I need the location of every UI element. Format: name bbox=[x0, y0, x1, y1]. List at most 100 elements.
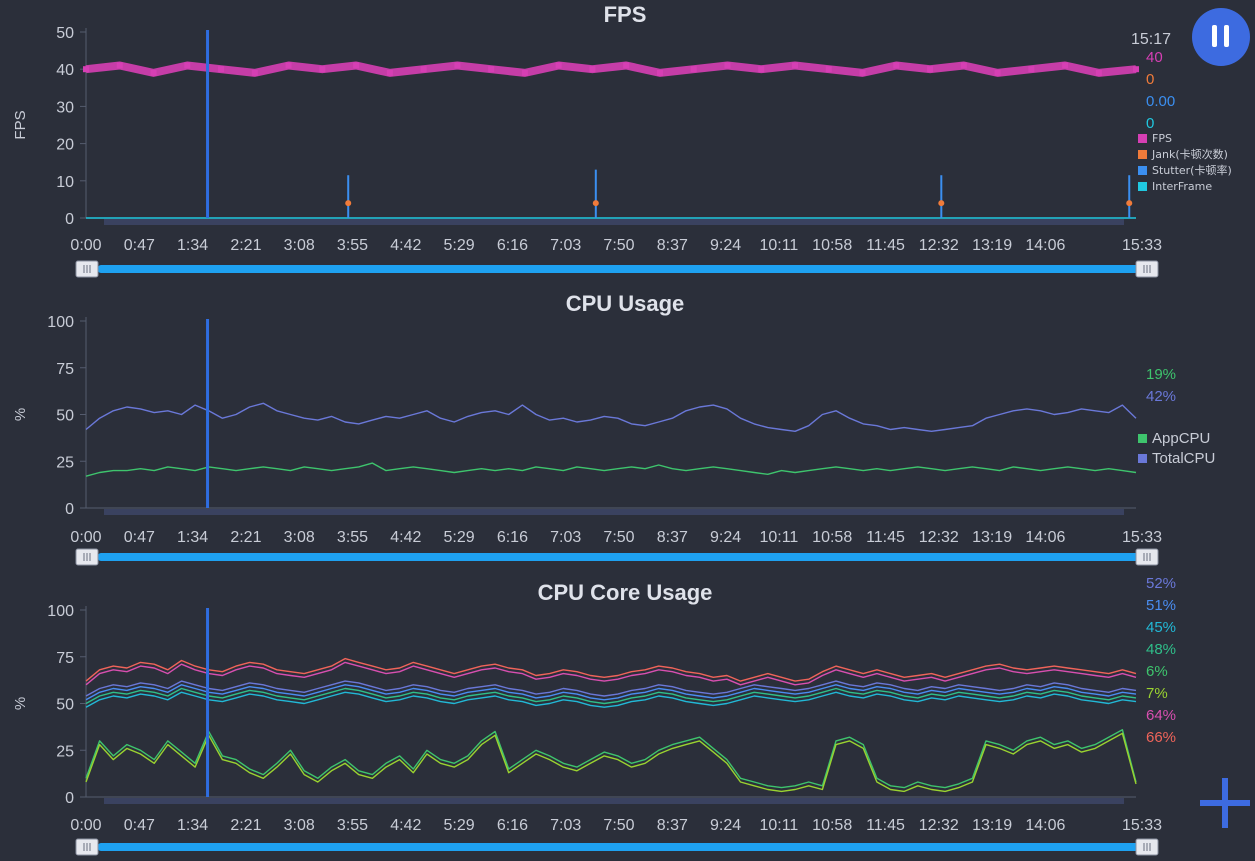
x-tick-label: 0:00 bbox=[70, 529, 101, 546]
x-tick-label: 15:33 bbox=[1122, 817, 1162, 834]
series-current-value: 7% bbox=[1146, 685, 1168, 702]
series-current-value: 42% bbox=[1146, 388, 1176, 405]
x-tick-label: 10:58 bbox=[812, 817, 852, 834]
slider-handle-right[interactable] bbox=[1135, 260, 1159, 278]
x-tick-label: 10:11 bbox=[759, 529, 798, 546]
x-tick-label: 6:16 bbox=[497, 529, 528, 546]
x-tick-label: 5:29 bbox=[444, 529, 475, 546]
y-tick-label: 100 bbox=[47, 314, 74, 331]
data-point bbox=[251, 69, 258, 76]
x-tick-label: 9:24 bbox=[710, 817, 741, 834]
series-line-core-2 bbox=[85, 684, 1137, 701]
x-tick-label: 11:45 bbox=[866, 529, 905, 546]
x-tick-label: 8:37 bbox=[657, 529, 688, 546]
legend-label: Stutter(卡顿率) bbox=[1152, 163, 1232, 177]
data-point bbox=[927, 66, 934, 73]
x-tick-label: 4:42 bbox=[390, 817, 421, 834]
chart-panel-3: CPU Core Usage% 0 25 50 75 100 0:00 0:47 1:34 2:2… bbox=[12, 575, 1176, 856]
x-tick-label: 3:08 bbox=[284, 817, 315, 834]
add-button[interactable] bbox=[1198, 776, 1252, 830]
x-tick-label: 0:00 bbox=[70, 237, 101, 254]
y-tick-label: 25 bbox=[56, 454, 74, 471]
x-tick-label: 15:33 bbox=[1122, 529, 1162, 546]
data-point bbox=[150, 69, 157, 76]
y-tick-label: 75 bbox=[56, 650, 74, 667]
legend-label: AppCPU bbox=[1152, 430, 1210, 447]
x-tick-label: 2:21 bbox=[230, 237, 261, 254]
data-point bbox=[960, 62, 967, 69]
series-current-value: 52% bbox=[1146, 575, 1176, 592]
y-axis-label: % bbox=[12, 697, 29, 710]
slider-handle-left[interactable] bbox=[75, 838, 99, 856]
data-point bbox=[454, 62, 461, 69]
x-tick-label: 12:32 bbox=[919, 529, 959, 546]
x-tick-label: 9:24 bbox=[710, 529, 741, 546]
series-line-FPS bbox=[85, 61, 1137, 77]
y-tick-label: 100 bbox=[47, 603, 74, 620]
y-tick-label: 50 bbox=[56, 408, 74, 425]
x-tick-label: 13:19 bbox=[972, 237, 1012, 254]
data-point bbox=[521, 69, 528, 76]
time-range-slider[interactable] bbox=[98, 265, 1152, 273]
x-tick-label: 7:50 bbox=[603, 817, 634, 834]
legend-swatch bbox=[1138, 150, 1147, 159]
legend-label: FPS bbox=[1152, 132, 1172, 145]
x-axis-band bbox=[104, 509, 1124, 515]
slider-handle-left[interactable] bbox=[75, 548, 99, 566]
x-tick-label: 4:42 bbox=[390, 237, 421, 254]
data-point bbox=[724, 62, 731, 69]
slider-handle-left[interactable] bbox=[75, 260, 99, 278]
slider-handle-right[interactable] bbox=[1135, 838, 1159, 856]
chart-title: FPS bbox=[604, 2, 647, 27]
legend-label: Jank(卡顿次数) bbox=[1151, 147, 1228, 161]
y-tick-label: 0 bbox=[65, 211, 74, 228]
x-tick-label: 7:03 bbox=[550, 529, 581, 546]
time-range-slider[interactable] bbox=[98, 843, 1152, 851]
x-tick-label: 1:34 bbox=[177, 237, 208, 254]
x-tick-label: 13:19 bbox=[972, 529, 1012, 546]
data-point bbox=[83, 66, 89, 73]
pause-button[interactable] bbox=[1192, 8, 1250, 66]
x-tick-label: 2:21 bbox=[230, 529, 261, 546]
series-current-value: 48% bbox=[1146, 641, 1176, 658]
data-point bbox=[555, 62, 562, 69]
legend-swatch bbox=[1138, 454, 1147, 463]
data-point bbox=[488, 66, 495, 73]
x-tick-label: 11:45 bbox=[866, 817, 905, 834]
series-line-core-4 bbox=[85, 687, 1137, 705]
x-tick-label: 6:16 bbox=[497, 237, 528, 254]
x-tick-label: 10:58 bbox=[812, 237, 852, 254]
y-axis-label: FPS bbox=[12, 110, 29, 139]
x-tick-label: 6:16 bbox=[497, 817, 528, 834]
time-range-slider[interactable] bbox=[98, 553, 1152, 561]
x-tick-label: 12:32 bbox=[919, 237, 959, 254]
slider-handle-right[interactable] bbox=[1135, 548, 1159, 566]
x-tick-label: 3:55 bbox=[337, 237, 368, 254]
series-line-core-1 bbox=[85, 680, 1137, 697]
x-tick-label: 0:47 bbox=[124, 529, 155, 546]
data-point bbox=[825, 66, 832, 73]
x-tick-label: 13:19 bbox=[972, 817, 1012, 834]
y-tick-label: 0 bbox=[65, 790, 74, 807]
x-tick-label: 14:06 bbox=[1025, 529, 1065, 546]
data-point bbox=[285, 62, 292, 69]
pause-icon bbox=[1212, 25, 1217, 47]
x-tick-label: 3:08 bbox=[284, 529, 315, 546]
data-point bbox=[353, 62, 360, 69]
x-tick-label: 7:03 bbox=[550, 237, 581, 254]
x-tick-label: 15:33 bbox=[1122, 237, 1162, 254]
x-tick-label: 10:58 bbox=[812, 529, 852, 546]
data-point bbox=[690, 66, 697, 73]
data-point bbox=[656, 69, 663, 76]
data-point bbox=[589, 66, 596, 73]
series-current-value: 66% bbox=[1146, 729, 1176, 746]
x-tick-label: 2:21 bbox=[230, 817, 261, 834]
x-axis-band bbox=[104, 219, 1124, 225]
legend-label: InterFrame bbox=[1152, 180, 1212, 193]
x-tick-label: 1:34 bbox=[177, 529, 208, 546]
data-point bbox=[893, 62, 900, 69]
series-line-TotalCPU bbox=[85, 402, 1137, 432]
series-line-core-5 bbox=[85, 729, 1137, 789]
